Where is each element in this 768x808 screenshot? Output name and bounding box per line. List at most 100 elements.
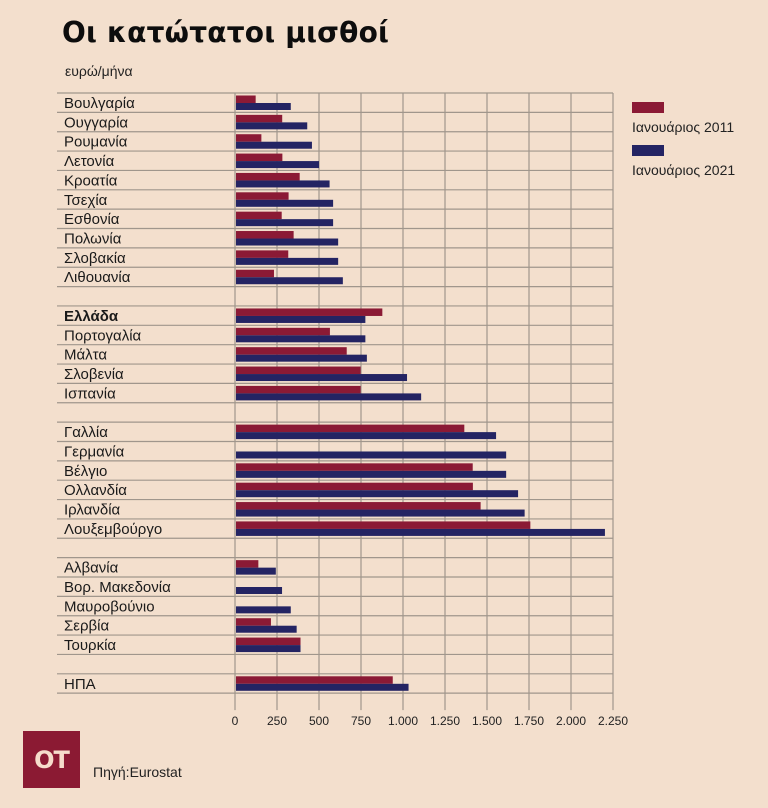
bar-2021 <box>236 470 507 478</box>
country-label: Σερβία <box>64 618 109 635</box>
bar-2021 <box>236 103 291 110</box>
bar-2021 <box>236 277 343 285</box>
country-label: Βέλγιο <box>64 463 107 480</box>
bar-2021 <box>236 141 312 149</box>
country-label: Μάλτα <box>64 347 107 364</box>
bar-2021 <box>236 587 283 594</box>
x-tick-label: 0 <box>232 714 239 728</box>
x-tick-label: 2.000 <box>556 714 586 728</box>
legend: Ιανουάριος 2011 Ιανουάριος 2021 <box>632 102 735 182</box>
bar-2011 <box>236 366 361 375</box>
country-label: Σλοβενία <box>64 366 124 383</box>
bar-2011 <box>236 231 294 239</box>
x-tick-label: 1.500 <box>472 714 502 728</box>
bar-2011 <box>236 347 347 355</box>
country-label: Ιρλανδία <box>64 502 121 519</box>
country-label: Αλβανία <box>64 560 119 577</box>
bar-2021 <box>236 219 334 227</box>
bar-2011 <box>236 172 300 181</box>
x-tick-label: 1.000 <box>388 714 418 728</box>
x-tick-label: 750 <box>351 714 371 728</box>
bar-2021 <box>236 432 497 440</box>
country-label: Εσθονία <box>64 211 120 228</box>
legend-label-2011: Ιανουάριος 2011 <box>632 119 735 135</box>
bar-2011 <box>236 211 282 220</box>
bar-2011 <box>236 560 259 568</box>
legend-swatch-2021 <box>632 145 664 156</box>
bar-2011 <box>236 502 481 510</box>
country-label: Γερμανία <box>64 443 125 460</box>
bar-2011 <box>236 134 262 142</box>
source-note: Πηγή:Eurostat <box>93 764 182 780</box>
x-tick-label: 2.250 <box>598 714 628 728</box>
legend-item-2021: Ιανουάριος 2021 <box>632 145 735 178</box>
bar-2011 <box>236 327 330 336</box>
country-label: Πορτογαλία <box>64 327 142 344</box>
bar-2021 <box>236 199 334 207</box>
bar-2021 <box>236 683 409 691</box>
bar-2021 <box>236 528 605 536</box>
bar-2021 <box>236 393 422 401</box>
country-label: ΗΠΑ <box>64 676 96 693</box>
bar-2021 <box>236 180 330 188</box>
x-tick-label: 500 <box>309 714 329 728</box>
country-label: Ρουμανία <box>64 134 128 151</box>
ot-logo: OT <box>23 731 80 788</box>
bar-2021 <box>236 238 339 246</box>
x-tick-label: 1.250 <box>430 714 460 728</box>
bar-2011 <box>236 482 473 491</box>
chart-title: Οι κατώτατοι μισθοί <box>62 16 390 49</box>
country-label: Ολλανδία <box>64 482 127 499</box>
bar-2011 <box>236 250 289 258</box>
bar-2011 <box>236 153 283 162</box>
country-label: Μαυροβούνιο <box>64 598 155 615</box>
bar-2021 <box>236 122 308 130</box>
country-label: Βορ. Μακεδονία <box>64 579 171 596</box>
country-label: Ελλάδα <box>64 308 119 325</box>
country-label: Γαλλία <box>64 424 108 441</box>
country-label: Τσεχία <box>64 192 108 209</box>
bar-2021 <box>236 567 276 575</box>
country-label: Λετονία <box>64 153 115 170</box>
bar-2011 <box>236 114 283 123</box>
bar-2021 <box>236 354 367 362</box>
bar-2021 <box>236 374 408 382</box>
country-label: Τουρκία <box>64 637 116 654</box>
country-label: Βουλγαρία <box>64 95 135 112</box>
bar-2011 <box>236 637 301 646</box>
bar-2011 <box>236 385 361 394</box>
legend-item-2011: Ιανουάριος 2011 <box>632 102 735 135</box>
country-label: Σλοβακία <box>64 250 126 267</box>
country-label: Ισπανία <box>64 385 116 402</box>
bar-2011 <box>236 618 271 626</box>
bar-2011 <box>236 192 289 200</box>
bar-2011 <box>236 95 256 103</box>
bar-2021 <box>236 606 291 614</box>
bar-2021 <box>236 451 507 459</box>
bar-2011 <box>236 424 465 433</box>
bar-2011 <box>236 269 274 278</box>
bar-2021 <box>236 490 519 498</box>
country-label: Ουγγαρία <box>64 114 128 131</box>
bar-2021 <box>236 161 319 169</box>
unit-label: ευρώ/μήνα <box>65 63 133 79</box>
bar-2021 <box>236 335 366 343</box>
bar-2011 <box>236 463 473 471</box>
bar-2011 <box>236 676 393 684</box>
bar-2011 <box>236 521 531 529</box>
x-tick-label: 250 <box>267 714 287 728</box>
bar-2021 <box>236 625 297 633</box>
bar-2021 <box>236 509 525 517</box>
country-label: Λουξεμβούργο <box>64 521 162 538</box>
bar-2021 <box>236 315 366 323</box>
bar-2021 <box>236 645 301 653</box>
country-label: Λιθουανία <box>64 269 131 286</box>
x-tick-label: 1.750 <box>514 714 544 728</box>
legend-label-2021: Ιανουάριος 2021 <box>632 162 736 178</box>
country-label: Πολωνία <box>64 231 122 248</box>
bar-2021 <box>236 257 339 265</box>
legend-swatch-2011 <box>632 102 664 113</box>
bar-2011 <box>236 308 383 316</box>
country-label: Κροατία <box>64 172 118 189</box>
